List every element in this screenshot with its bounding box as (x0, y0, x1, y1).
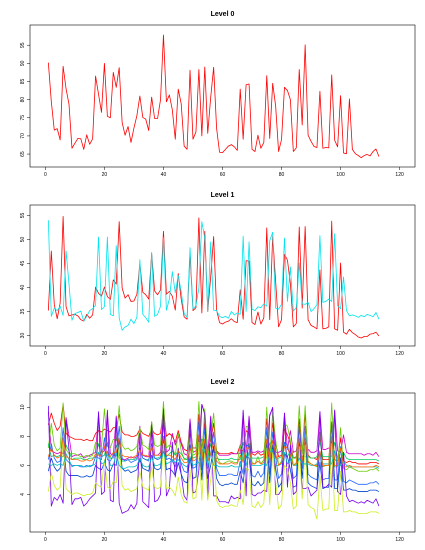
series-line-1 (47, 216, 380, 339)
x-tick-label: 40 (161, 351, 167, 357)
x-tick-label: 80 (279, 172, 285, 178)
x-tick-label: 20 (102, 537, 108, 543)
series-line-3 (47, 401, 380, 472)
y-tick-label: 75 (20, 115, 26, 121)
y-tick-label: 90 (20, 60, 26, 66)
chart-title: Level 0 (211, 11, 235, 18)
y-tick-label: 85 (20, 78, 26, 84)
x-tick-label: 60 (220, 351, 226, 357)
series-line-2 (47, 220, 380, 331)
x-tick-label: 60 (220, 172, 226, 178)
y-tick-label: 50 (20, 236, 26, 242)
x-tick-label: 0 (44, 172, 47, 178)
y-tick-label: 4 (20, 493, 26, 496)
y-tick-label: 35 (20, 309, 26, 315)
x-tick-label: 0 (44, 351, 47, 357)
x-tick-label: 40 (161, 172, 167, 178)
plot-frame (29, 204, 416, 347)
y-tick-label: 95 (20, 42, 26, 48)
y-tick-label: 30 (20, 333, 26, 339)
y-tick-label: 80 (20, 97, 26, 103)
x-tick-label: 20 (102, 172, 108, 178)
series-line-9 (48, 449, 380, 469)
plot-frame (29, 392, 416, 533)
y-tick-label: 8 (20, 435, 26, 438)
x-tick-label: 60 (220, 537, 226, 543)
y-tick-label: 45 (20, 260, 26, 266)
x-tick-label: 0 (44, 537, 47, 543)
chart-title: Level 1 (211, 192, 235, 199)
x-tick-label: 100 (336, 351, 345, 357)
x-tick-label: 120 (395, 351, 404, 357)
y-tick-label: 65 (20, 151, 26, 157)
y-tick-label: 55 (20, 212, 26, 218)
series-line-2 (47, 403, 380, 460)
series-line-6 (47, 435, 380, 492)
chart-title: Level 2 (211, 379, 235, 386)
x-tick-label: 80 (279, 537, 285, 543)
x-tick-label: 100 (336, 537, 345, 543)
x-tick-label: 100 (336, 172, 345, 178)
y-tick-label: 10 (20, 404, 26, 410)
x-tick-label: 40 (161, 537, 167, 543)
plot-frame (29, 24, 416, 168)
x-tick-label: 120 (395, 172, 404, 178)
series-line-8 (47, 437, 380, 520)
series-line-1 (47, 34, 380, 159)
series-line-7 (47, 403, 380, 514)
x-tick-label: 20 (102, 351, 108, 357)
y-tick-label: 70 (20, 133, 26, 139)
series-line-10 (47, 434, 380, 468)
series-line-1 (47, 403, 380, 465)
y-tick-label: 40 (20, 285, 26, 291)
x-tick-label: 120 (395, 537, 404, 543)
x-tick-label: 80 (279, 351, 285, 357)
series-line-5 (47, 421, 380, 485)
y-tick-label: 6 (20, 464, 26, 467)
